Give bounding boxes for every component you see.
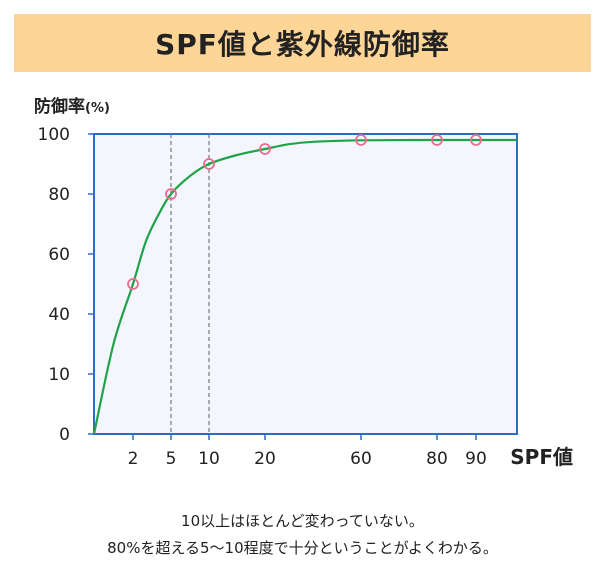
chart: 0 10 40 60 80 100 2 5 10 20 60 80 90 SPF値 bbox=[38, 125, 573, 469]
y-tick-80: 80 bbox=[48, 185, 70, 205]
x-tick-5: 5 bbox=[166, 449, 177, 469]
caption-line-1: 10以上はほとんど変わっていない。 bbox=[181, 512, 424, 530]
y-axis-label: 防御率(%) bbox=[34, 92, 110, 117]
data-point-spf-2 bbox=[127, 278, 139, 290]
y-axis-unit: (%) bbox=[85, 101, 110, 116]
y-tick-100: 100 bbox=[38, 125, 70, 145]
x-tick-2: 2 bbox=[128, 449, 139, 469]
data-point-spf-80 bbox=[431, 134, 443, 146]
title-band: SPF値と紫外線防御率 bbox=[14, 14, 591, 72]
caption-line-2: 80%を超える5～10程度で十分ということがよくわかる。 bbox=[107, 539, 498, 557]
x-tick-80: 80 bbox=[426, 449, 448, 469]
x-tick-labels: 2 5 10 20 60 80 90 bbox=[128, 434, 487, 469]
data-point-spf-5 bbox=[165, 188, 177, 200]
y-tick-labels: 0 10 40 60 80 100 bbox=[38, 125, 94, 445]
data-point-spf-20 bbox=[259, 143, 271, 155]
y-axis-label-text: 防御率 bbox=[34, 97, 85, 117]
y-tick-40: 40 bbox=[48, 305, 70, 325]
x-tick-20: 20 bbox=[254, 449, 276, 469]
data-point-spf-90 bbox=[470, 134, 482, 146]
reference-lines bbox=[170, 134, 210, 434]
x-tick-60: 60 bbox=[350, 449, 372, 469]
x-tick-10: 10 bbox=[198, 449, 220, 469]
y-tick-10: 10 bbox=[48, 365, 70, 385]
plot-area bbox=[93, 133, 518, 435]
protection-curve bbox=[92, 138, 517, 435]
data-points bbox=[127, 134, 482, 290]
x-axis-label: SPF値 bbox=[510, 445, 573, 469]
chart-title: SPF値と紫外線防御率 bbox=[155, 28, 450, 61]
x-tick-90: 90 bbox=[465, 449, 487, 469]
data-point-spf-60 bbox=[355, 134, 367, 146]
y-tick-0: 0 bbox=[59, 425, 70, 445]
y-tick-60: 60 bbox=[48, 245, 70, 265]
data-point-spf-10 bbox=[203, 158, 215, 170]
